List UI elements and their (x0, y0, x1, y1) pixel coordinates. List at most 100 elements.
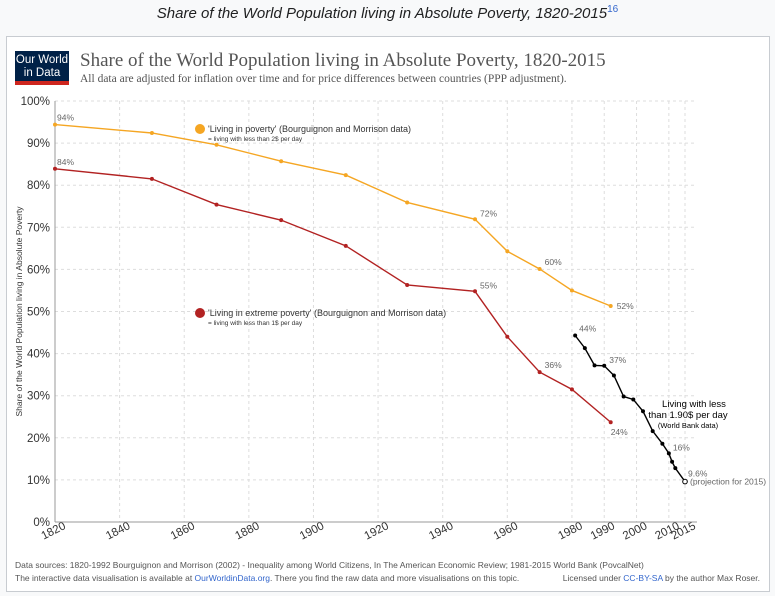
license-note: Licensed under CC-BY-SA by the author Ma… (563, 573, 760, 583)
wb-source-note: (World Bank data) (658, 421, 719, 430)
data-label: 84% (57, 157, 74, 167)
license-link[interactable]: CC-BY-SA (623, 573, 663, 583)
series-0-point (279, 159, 284, 164)
y-tick-label: 50% (27, 307, 50, 319)
series-0-point (343, 173, 348, 178)
data-label: 55% (480, 280, 497, 290)
chart-title: Share of the World Population living in … (80, 50, 606, 71)
series-1-point (537, 370, 542, 375)
series-2-point (602, 363, 607, 368)
data-label: 52% (617, 301, 634, 311)
series-0-point (473, 217, 477, 222)
figure-caption: Share of the World Population living in … (0, 4, 775, 22)
y-tick-label: 10% (27, 475, 50, 487)
series-1-point (214, 202, 219, 207)
y-tick-label: 90% (27, 138, 50, 150)
projection-note: (projection for 2015) (690, 477, 766, 487)
series-line-0 (54, 123, 611, 307)
legend-marker-extreme (195, 308, 205, 318)
data-label: 37% (609, 355, 626, 365)
series-2-point (573, 333, 578, 338)
series-line-1 (54, 168, 612, 423)
x-tick-label: 1880 (233, 520, 261, 542)
x-tick-label: 1980 (556, 520, 584, 542)
wb-label-line-1: Living with less (662, 399, 726, 410)
series-2-point (611, 373, 616, 378)
legend-note-extreme: = living with less than 1$ per day (208, 320, 303, 327)
y-tick-label: 70% (27, 222, 50, 234)
y-tick-label: 40% (27, 349, 50, 361)
series-1-point (569, 387, 574, 392)
series-0-point (149, 130, 154, 135)
x-tick-label: 1920 (363, 520, 391, 542)
x-tick-label: 1900 (298, 520, 326, 542)
series-2-point (660, 441, 665, 446)
data-label: 24% (611, 427, 628, 437)
chart-subtitle: All data are adjusted for inflation over… (80, 73, 567, 85)
y-axis-label: Share of the World Population living in … (14, 206, 24, 417)
logo-red-bar (15, 81, 69, 85)
data-label: 9.6% (688, 469, 708, 479)
series-2-point (682, 478, 688, 485)
wb-label-line-2: than 1.90$ per day (648, 410, 727, 421)
data-label: 36% (545, 360, 562, 370)
y-tick-label: 80% (27, 180, 50, 192)
series-0-point (537, 266, 542, 271)
data-label: 16% (673, 442, 690, 452)
caption-reference[interactable]: 16 (607, 4, 619, 15)
series-1-point (53, 166, 57, 171)
data-label: 72% (480, 208, 497, 218)
series-2-point (650, 429, 655, 434)
data-label: 94% (57, 113, 74, 123)
x-tick-label: 1860 (169, 520, 197, 542)
logo-line-2: in Data (23, 67, 61, 79)
series-0-point (505, 249, 510, 254)
owid-logo[interactable]: Our World in Data (15, 51, 69, 85)
data-sources-note: Data sources: 1820-1992 Bourguignon and … (15, 560, 644, 570)
series-2-point (666, 451, 671, 456)
x-tick-label: 1940 (427, 520, 455, 542)
series-1-point (279, 218, 284, 223)
x-tick-label: 1840 (104, 520, 132, 542)
caption-text: Share of the World Population living in … (156, 5, 608, 22)
series-0-point (405, 200, 410, 205)
owid-link[interactable]: OurWorldinData.org (194, 573, 270, 583)
series-1-point (608, 420, 613, 425)
series-2-point (641, 409, 645, 414)
series-2-point (621, 394, 626, 399)
series-1-point (473, 289, 477, 294)
series-2-point (670, 459, 675, 464)
series-1-point (405, 282, 410, 287)
interactive-note: The interactive data visualisation is av… (15, 573, 519, 583)
y-tick-label: 0% (33, 517, 50, 529)
x-tick-label: 1960 (492, 520, 520, 542)
series-2-point (631, 397, 636, 402)
series-2-point (582, 346, 587, 351)
chart-card (6, 36, 770, 592)
y-tick-label: 60% (27, 264, 50, 276)
data-label: 60% (545, 257, 562, 267)
series-0-point (608, 304, 613, 309)
series-0-point (53, 122, 57, 127)
series-1-point (343, 243, 348, 248)
legend-note-poverty: = living with less than 2$ per day (208, 136, 303, 143)
license-suffix: by the author Max Roser. (662, 573, 760, 583)
y-tick-label: 100% (21, 96, 50, 108)
y-tick-label: 20% (27, 433, 50, 445)
x-tick-label: 1990 (589, 520, 617, 542)
series-1-point (149, 176, 154, 181)
y-tick-label: 30% (27, 391, 50, 403)
interactive-prefix: The interactive data visualisation is av… (15, 573, 195, 583)
interactive-suffix: . There you find the raw data and more v… (269, 573, 520, 583)
legend-label-poverty: 'Living in poverty' (Bourguignon and Mor… (208, 124, 411, 134)
data-label: 44% (579, 323, 596, 333)
legend-marker-poverty (195, 124, 205, 134)
license-prefix: Licensed under (562, 573, 624, 583)
series-0-point (569, 288, 574, 293)
series-1-point (505, 334, 510, 339)
series-2-point (592, 363, 597, 368)
x-tick-label: 2000 (621, 520, 649, 542)
series-0-point (214, 142, 219, 147)
series-2-point (673, 466, 678, 471)
